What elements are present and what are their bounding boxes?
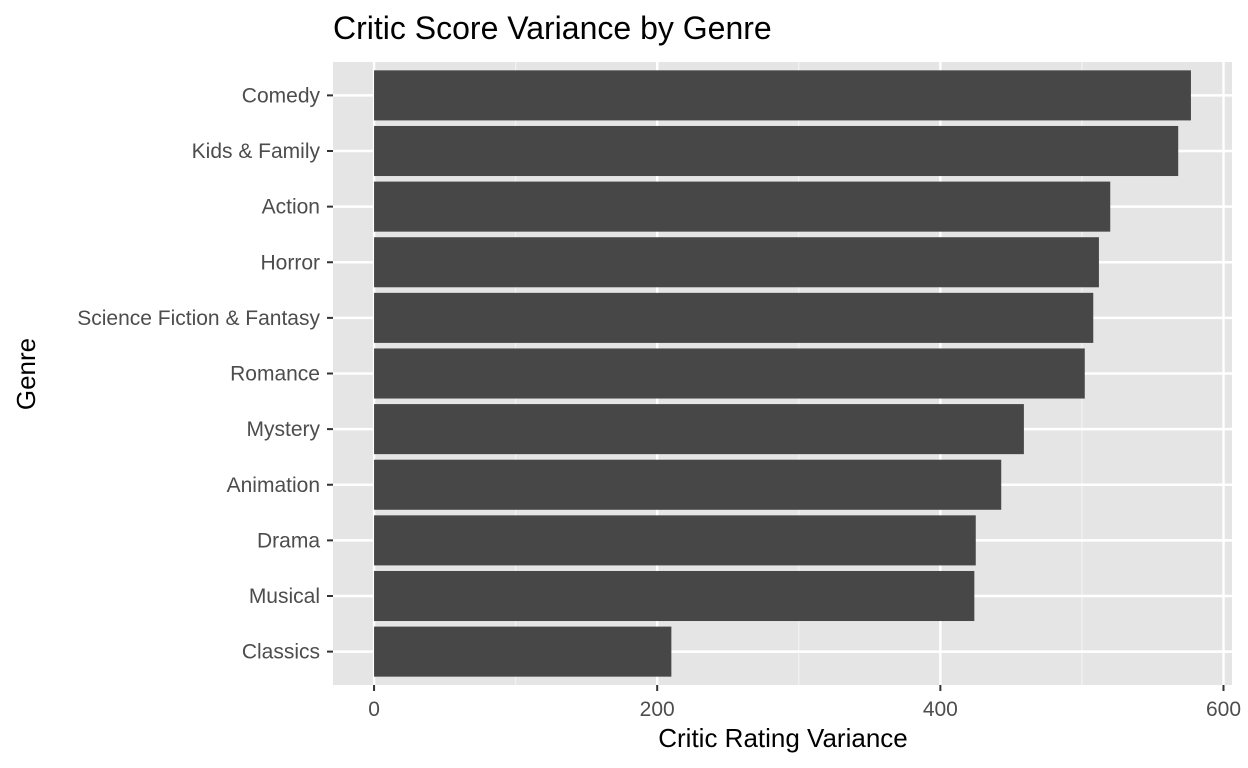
chart-title: Critic Score Variance by Genre [333, 10, 772, 46]
bar [374, 348, 1085, 399]
bar [374, 404, 1024, 455]
y-tick-label: Kids & Family [192, 140, 321, 163]
bar [374, 125, 1179, 177]
bar [374, 70, 1191, 121]
bar [374, 292, 1094, 343]
bar [374, 570, 975, 622]
x-tick-label: 400 [923, 698, 958, 721]
x-axis: 0 200 400 600 [368, 685, 1241, 721]
bar [374, 181, 1111, 232]
y-tick-label: Musical [249, 585, 320, 608]
y-tick-label: Romance [230, 363, 320, 386]
y-axis: Comedy Kids & Family Action Horror Science F… [77, 84, 333, 664]
y-tick-label: Comedy [242, 84, 321, 107]
y-tick-label: Drama [257, 529, 320, 552]
bar [374, 237, 1099, 288]
x-tick-label: 600 [1206, 698, 1241, 721]
y-tick-label: Science Fiction & Fantasy [77, 307, 320, 330]
bar [374, 459, 1002, 510]
y-tick-label: Mystery [247, 418, 321, 441]
y-tick-label: Horror [260, 251, 320, 274]
bars [374, 70, 1191, 677]
bar [374, 626, 672, 677]
y-tick-label: Animation [227, 474, 320, 497]
y-axis-title: Genre [11, 338, 41, 410]
x-axis-title: Critic Rating Variance [658, 723, 908, 753]
y-tick-label: Action [262, 196, 320, 219]
x-tick-label: 200 [640, 698, 675, 721]
bar [374, 515, 976, 566]
y-tick-label: Classics [242, 641, 320, 664]
x-tick-label: 0 [368, 698, 380, 721]
